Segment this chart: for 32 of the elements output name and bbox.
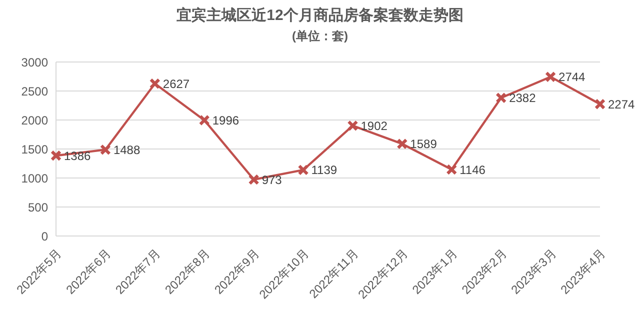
data-label: 1488	[113, 142, 140, 157]
data-label: 2382	[509, 91, 536, 106]
data-label: 1996	[212, 113, 240, 128]
y-tick-label: 500	[28, 200, 48, 214]
point	[348, 120, 358, 131]
point	[248, 174, 259, 185]
point	[594, 99, 606, 110]
y-tick-label: 2500	[21, 84, 48, 98]
y-tick-label: 1500	[21, 142, 48, 156]
y-tick-label: 3000	[21, 55, 48, 70]
data-label: 2627	[162, 76, 190, 91]
point	[298, 164, 308, 176]
data-label: 1139	[311, 163, 338, 178]
point	[446, 164, 457, 175]
y-tick-label: 0	[41, 229, 48, 244]
point	[50, 150, 62, 161]
data-label: 1589	[410, 137, 438, 152]
data-label: 1146	[460, 162, 486, 177]
point	[150, 78, 160, 89]
point	[397, 138, 408, 149]
chart-title: 宜宾主城区近12个月商品房备案套数走势图	[176, 6, 464, 25]
chart-subtitle: (单位：套)	[291, 28, 349, 45]
point	[545, 72, 556, 82]
y-tick-label: 1000	[21, 171, 48, 186]
point	[496, 92, 506, 103]
point	[100, 144, 111, 155]
data-label: 2744	[558, 70, 586, 84]
data-label: 2274	[608, 97, 636, 112]
point	[199, 115, 210, 126]
data-label: 1902	[360, 118, 388, 133]
y-tick-label: 2000	[21, 113, 48, 128]
data-label: 973	[262, 172, 282, 187]
